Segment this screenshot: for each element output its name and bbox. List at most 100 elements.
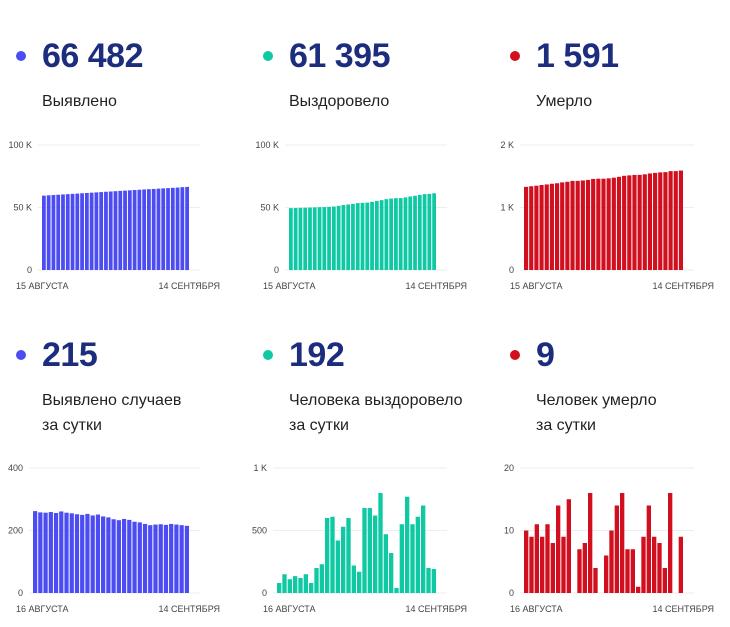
bar	[287, 579, 292, 593]
bar	[85, 513, 90, 593]
chart-detected-total: 0 50 K 100 K 15 АВГУСТА 14 СЕНТЯБРЯ	[8, 140, 220, 291]
bar	[646, 505, 651, 593]
bar	[622, 175, 627, 270]
bar	[580, 180, 585, 270]
bar	[336, 205, 341, 270]
bar	[42, 195, 46, 271]
y-tick-label: 0	[262, 588, 267, 598]
stat-label-line: Выявлено	[42, 93, 117, 110]
bar	[293, 576, 298, 594]
chart-recovered-daily: 0 500 1 K 16 АВГУСТА 14 СЕНТЯБРЯ	[252, 463, 467, 614]
bar	[43, 512, 48, 593]
bar	[545, 524, 550, 593]
bar	[591, 178, 596, 270]
legend-dot-icon	[510, 51, 520, 61]
stat-value: 215	[42, 336, 98, 374]
bar	[137, 189, 142, 270]
bar	[370, 201, 374, 270]
bar	[529, 536, 534, 593]
y-tick-label: 100 K	[8, 140, 32, 150]
y-tick-label: 400	[8, 463, 23, 473]
stat-label-line: за сутки	[42, 417, 102, 434]
bar	[61, 194, 65, 270]
y-tick-label: 0	[509, 265, 514, 275]
stat-label: Выздоровело	[289, 89, 389, 114]
bar	[331, 206, 336, 270]
bar	[432, 193, 436, 270]
bar	[384, 199, 389, 270]
bar	[529, 186, 534, 270]
bar	[325, 518, 330, 593]
bar	[303, 574, 308, 593]
stat-label-line: Человек умерло	[536, 392, 657, 409]
bar	[80, 193, 84, 270]
bar	[327, 206, 331, 270]
bar	[330, 516, 335, 593]
bar	[74, 514, 80, 593]
bar	[123, 190, 127, 270]
bar	[570, 180, 575, 271]
x-tick-label-start: 15 АВГУСТА	[16, 281, 69, 291]
bar	[357, 571, 362, 593]
bar	[170, 187, 175, 270]
bar	[399, 524, 404, 593]
bar	[630, 549, 635, 593]
bar	[657, 543, 662, 593]
bar	[166, 188, 170, 270]
stat-value: 192	[289, 336, 345, 374]
bar	[137, 522, 142, 594]
y-tick-label: 0	[274, 265, 279, 275]
stat-row: 61 395	[263, 37, 391, 75]
bar	[601, 178, 606, 270]
panel-detected-daily: 215 Выявлено случаев за сутки 0 200 400 16 …	[0, 300, 240, 614]
bar	[539, 185, 544, 270]
bar	[106, 517, 111, 594]
bar	[662, 568, 667, 593]
bar	[560, 182, 565, 271]
bar	[38, 512, 43, 594]
bar	[611, 177, 616, 270]
chart-deaths-daily: 0 10 20 16 АВГУСТА 14 СЕНТЯБРЯ	[504, 463, 714, 614]
panel-deaths-total: 1 591 Умерло 0 1 K 2 K 15 АВГУСТА 14 СЕНТЯБР…	[494, 0, 730, 300]
bar	[111, 519, 116, 593]
bar	[540, 536, 545, 593]
bar	[116, 520, 121, 593]
stat-label: Умерло	[536, 89, 592, 114]
bar	[142, 523, 148, 593]
bar	[158, 524, 163, 593]
bar	[566, 499, 571, 593]
bar	[678, 170, 683, 270]
bar	[151, 188, 156, 270]
bar	[118, 190, 123, 270]
y-tick-label: 1 K	[253, 463, 267, 473]
bar	[309, 583, 314, 593]
bar	[637, 174, 642, 271]
bar	[53, 513, 59, 593]
bar	[614, 505, 619, 593]
bar	[277, 583, 282, 593]
stat-value: 1 591	[536, 37, 619, 75]
stat-row: 192	[263, 336, 345, 374]
bar	[632, 174, 637, 270]
bar	[132, 521, 137, 593]
bar	[577, 549, 582, 593]
bar	[298, 207, 303, 270]
bar	[147, 189, 151, 270]
bar	[51, 195, 56, 270]
y-tick-label: 500	[252, 526, 267, 536]
legend-dot-icon	[510, 350, 520, 360]
bar	[314, 568, 319, 593]
bar	[415, 516, 420, 593]
bar	[652, 536, 657, 593]
x-tick-label-end: 14 СЕНТЯБРЯ	[652, 604, 714, 614]
bar	[298, 578, 303, 593]
bar	[362, 508, 367, 593]
bar	[99, 192, 104, 270]
bar	[413, 195, 417, 270]
bar	[108, 191, 113, 270]
bar	[403, 197, 408, 270]
bar	[549, 183, 554, 270]
bar	[289, 208, 293, 271]
stat-label-line: Умерло	[536, 93, 593, 110]
stat-value: 61 395	[289, 37, 391, 75]
